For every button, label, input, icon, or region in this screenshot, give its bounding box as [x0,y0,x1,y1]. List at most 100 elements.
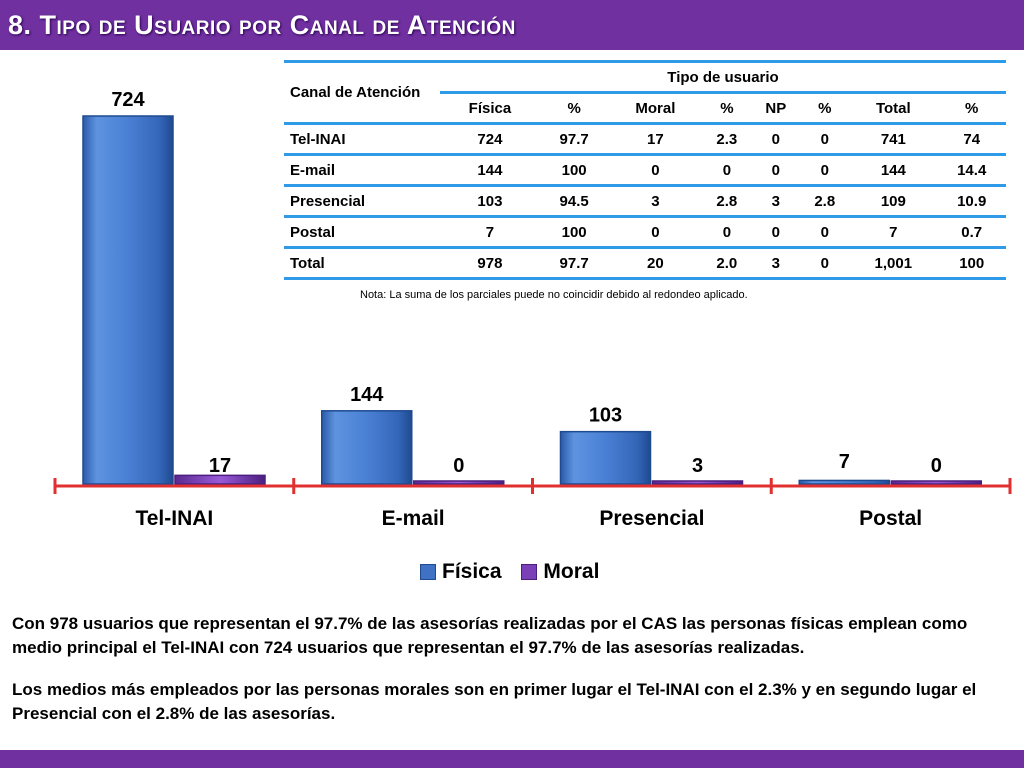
slide-title-text: Tipo de Usuario por Canal de Atención [39,10,516,40]
table-cell: 2.0 [702,247,752,280]
table-cell: 17 [608,123,703,156]
legend-label-fisica: Física [442,560,502,583]
bar-fisica-tel-inai [82,115,174,485]
table-cell: 0 [702,154,752,187]
table-col-header: % [937,92,1006,125]
summary-paragraph-1: Con 978 usuarios que representan el 97.7… [12,614,968,657]
bar-value-label: 144 [350,384,384,406]
table-cell: 2.3 [702,123,752,156]
table-cell: 0 [751,216,801,249]
table-cell: 0.7 [937,216,1006,249]
table-cell: 100 [539,216,609,249]
table-cell: 0 [751,154,801,187]
table-cell: 3 [751,247,801,280]
table-cell: 0 [702,216,752,249]
data-table: Canal de Atención Tipo de usuario Física… [284,63,1006,280]
table-cell: 741 [849,123,938,156]
category-label-presencial: Presencial [599,507,704,530]
table-top-line [284,60,1006,63]
table-col-header: % [539,92,609,125]
table-col-header: Moral [608,92,703,125]
table-cell: 0 [608,216,703,249]
table-cell: 74 [937,123,1006,156]
bar-value-label: 3 [692,455,703,477]
bar-value-label: 724 [111,89,145,111]
table-col-header: % [702,92,752,125]
table-cell: 978 [440,247,540,280]
bar-fisica-e-mail [321,410,413,485]
table-cell: 0 [800,247,850,280]
table-header-row-1: Canal de Atención Tipo de usuario [284,63,1006,125]
slide-title: 8. Tipo de Usuario por Canal de Atención [8,8,516,42]
category-label-tel-inai: Tel-INAI [135,507,213,530]
table-cell: 144 [849,154,938,187]
bar-moral-e-mail [413,480,505,485]
table-row: Tel-INAI 724 97.7 17 2.3 0 0 741 74 [284,123,1006,156]
table-cell: 2.8 [800,185,850,218]
table-col-header: Total [849,92,938,125]
table-row-label: Postal [284,216,440,249]
table-col-header: Física [440,92,540,125]
table-cell: 97.7 [539,247,609,280]
table-group-label: Tipo de usuario [440,63,1006,94]
table-cell: 0 [608,154,703,187]
table-cell: 14.4 [937,154,1006,187]
table-cell: 0 [800,216,850,249]
table-cell: 100 [937,247,1006,280]
table-row: Presencial 103 94.5 3 2.8 3 2.8 109 10.9 [284,185,1006,218]
table-row-label: Presencial [284,185,440,218]
bar-fisica-postal [798,479,890,485]
table-col-header: NP [751,92,801,125]
bar-value-label: 7 [839,451,850,473]
bar-value-label: 17 [209,455,231,477]
table-row-label: E-mail [284,154,440,187]
table-cell: 109 [849,185,938,218]
bar-value-label: 0 [931,455,942,477]
table-cell: 7 [440,216,540,249]
table-cell: 144 [440,154,540,187]
bar-moral-presencial [651,480,744,485]
table-cell: 103 [440,185,540,218]
bar-value-label: 0 [453,455,464,477]
bar-fisica-presencial [559,430,652,485]
legend-swatch-moral [521,564,538,581]
bar-value-label: 103 [589,405,622,427]
table-cell: 0 [800,154,850,187]
table-note: Nota: La suma de los parciales puede no … [360,289,748,301]
bar-moral-tel-inai [174,474,266,485]
table-col-header: % [800,92,850,125]
table-cell: 3 [751,185,801,218]
table-row-label: Tel-INAI [284,123,440,156]
table-cell: 0 [751,123,801,156]
legend-label-moral: Moral [543,560,600,583]
category-label-e-mail: E-mail [382,507,445,530]
table-row: Total 978 97.7 20 2.0 3 0 1,001 100 [284,247,1006,280]
chart-legend: Física Moral [420,560,613,584]
category-label-postal: Postal [859,507,922,530]
table-cell: 3 [608,185,703,218]
table-cell: 1,001 [849,247,938,280]
table-cell: 20 [608,247,703,280]
slide-title-prefix: 8. [8,10,40,40]
table-cell: 10.9 [937,185,1006,218]
table-row-label: Total [284,247,440,280]
legend-item-moral: Moral [521,560,599,584]
table-cell: 94.5 [539,185,609,218]
data-table-wrap: Canal de Atención Tipo de usuario Física… [284,60,1006,280]
bottom-bar [0,750,1024,768]
summary-paragraph-2: Los medios más empleados por las persona… [12,680,977,723]
table-cell: 100 [539,154,609,187]
table-row: E-mail 144 100 0 0 0 0 144 14.4 [284,154,1006,187]
table-cell: 724 [440,123,540,156]
table-row: Postal 7 100 0 0 0 0 7 0.7 [284,216,1006,249]
table-cell: 7 [849,216,938,249]
table-cell: 97.7 [539,123,609,156]
legend-swatch-fisica [420,564,436,581]
table-cell: 2.8 [702,185,752,218]
title-bar: 8. Tipo de Usuario por Canal de Atención [0,0,1024,50]
table-cell: 0 [800,123,850,156]
table-corner-label: Canal de Atención [284,63,440,125]
table-header-row-2: Física% Moral% NP% Total% [284,92,1006,125]
legend-item-fisica: Física [420,560,502,584]
